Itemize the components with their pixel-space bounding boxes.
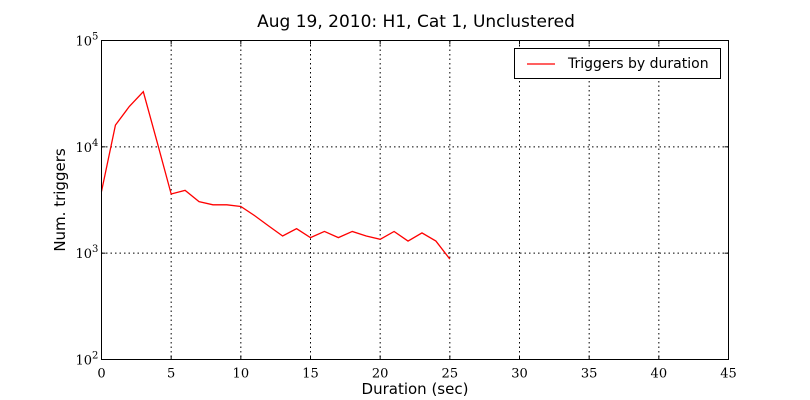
y-tick-exponent: 4 bbox=[92, 138, 98, 149]
x-tick-label: 0 bbox=[97, 367, 105, 382]
x-axis-title: Duration (sec) bbox=[362, 380, 469, 398]
legend-label: Triggers by duration bbox=[567, 56, 709, 72]
x-tick-label: 5 bbox=[167, 367, 175, 382]
chart-title: Aug 19, 2010: H1, Cat 1, Unclustered bbox=[257, 12, 575, 32]
plot-frame bbox=[101, 40, 729, 360]
y-tick-label: 102 bbox=[76, 351, 99, 369]
x-tick-label: 15 bbox=[302, 367, 319, 382]
x-tick-label: 30 bbox=[511, 367, 528, 382]
y-tick-base: 10 bbox=[76, 247, 93, 262]
x-tick-label: 10 bbox=[233, 367, 250, 382]
legend: Triggers by duration bbox=[514, 48, 721, 79]
y-tick-exponent: 2 bbox=[92, 351, 98, 362]
y-tick-label: 103 bbox=[76, 244, 99, 262]
y-tick-base: 10 bbox=[76, 354, 93, 369]
y-tick-base: 10 bbox=[76, 35, 93, 50]
grid bbox=[101, 40, 729, 360]
y-tick-label: 104 bbox=[76, 138, 99, 156]
y-tick-base: 10 bbox=[76, 141, 93, 156]
x-tick-label: 20 bbox=[372, 367, 389, 382]
y-tick-exponent: 3 bbox=[92, 244, 98, 255]
x-tick-label: 35 bbox=[581, 367, 598, 382]
x-tick-label: 25 bbox=[442, 367, 459, 382]
x-tick-label: 40 bbox=[651, 367, 668, 382]
y-axis-title: Num. triggers bbox=[51, 148, 69, 252]
series-layer bbox=[100, 90, 451, 260]
axis-ticks bbox=[101, 40, 729, 360]
y-tick-exponent: 5 bbox=[92, 32, 98, 43]
x-tick-label: 45 bbox=[720, 367, 737, 382]
series-line bbox=[100, 90, 451, 260]
y-tick-label: 105 bbox=[76, 32, 99, 50]
x-tick-labels: 0 5 10 15 20 25 30 35 40 45 bbox=[97, 367, 736, 382]
